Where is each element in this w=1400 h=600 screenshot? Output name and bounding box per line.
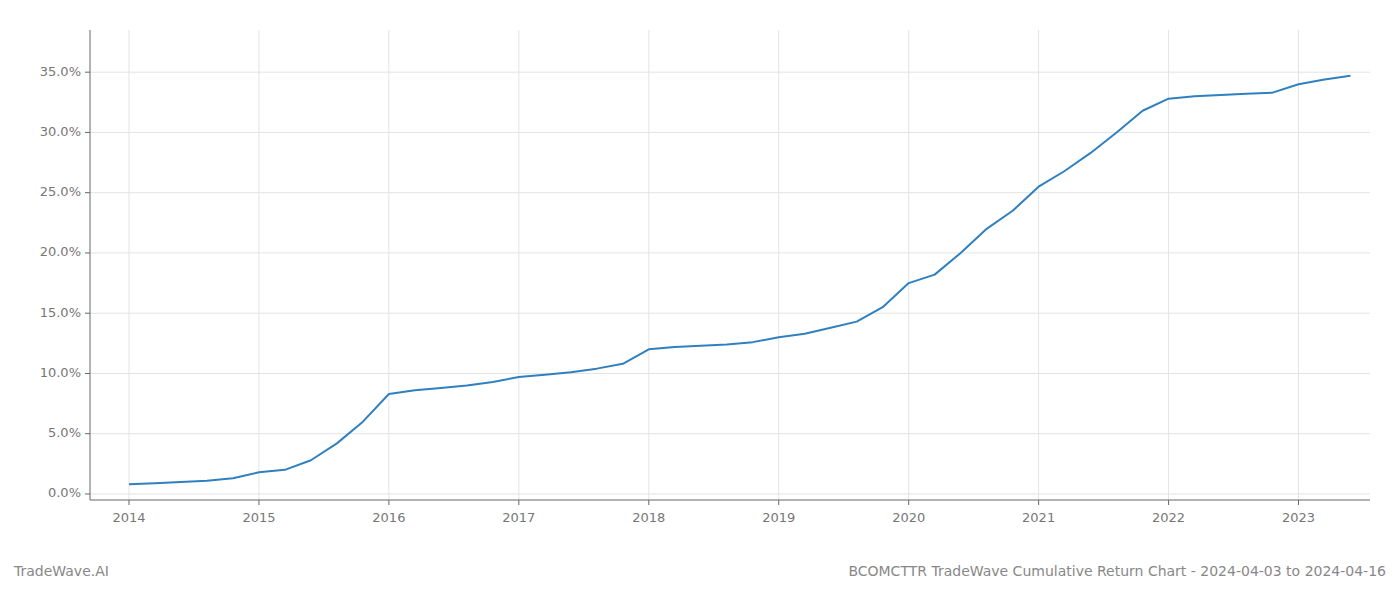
- chart: 0.0% 5.0% 10.0% 15.0% 20.0% 25.0% 30.0% 35.0% 20…: [0, 0, 1400, 600]
- x-grid-line: [778, 30, 779, 500]
- y-grid-line: [90, 72, 1370, 73]
- y-tick-label: 10.0%: [40, 365, 81, 380]
- y-tick-label: 15.0%: [40, 305, 81, 320]
- background: [0, 0, 1400, 600]
- x-tick-label: 2021: [1022, 510, 1055, 525]
- y-tick: [85, 493, 90, 494]
- y-tick-label: 20.0%: [40, 244, 81, 259]
- x-tick: [908, 500, 909, 505]
- y-tick: [85, 192, 90, 193]
- y-tick-label: 25.0%: [40, 184, 81, 199]
- y-tick: [85, 132, 90, 133]
- y-tick: [85, 252, 90, 253]
- y-grid-line: [90, 373, 1370, 374]
- y-tick-label: 5.0%: [48, 425, 81, 440]
- y-grid-line: [90, 493, 1370, 494]
- y-grid-line: [90, 252, 1370, 253]
- y-grid-line: [90, 313, 1370, 314]
- x-tick: [1168, 500, 1169, 505]
- x-tick-label: 2023: [1282, 510, 1315, 525]
- y-tick: [85, 373, 90, 374]
- y-tick: [85, 72, 90, 73]
- x-tick-label: 2014: [112, 510, 145, 525]
- y-axis-line: [90, 30, 91, 500]
- y-tick-label: 0.0%: [48, 485, 81, 500]
- x-tick-label: 2018: [632, 510, 665, 525]
- x-tick-label: 2022: [1152, 510, 1185, 525]
- x-tick-label: 2019: [762, 510, 795, 525]
- y-tick: [85, 433, 90, 434]
- x-grid-line: [1038, 30, 1039, 500]
- x-tick: [1298, 500, 1299, 505]
- x-tick-label: 2020: [892, 510, 925, 525]
- x-tick: [648, 500, 649, 505]
- y-grid-line: [90, 192, 1370, 193]
- footer-text: BCOMCTTR TradeWave Cumulative Return Cha…: [848, 563, 1386, 579]
- x-tick: [258, 500, 259, 505]
- y-grid-line: [90, 433, 1370, 434]
- x-grid-line: [648, 30, 649, 500]
- y-tick-label: 30.0%: [40, 124, 81, 139]
- x-tick: [128, 500, 129, 505]
- x-grid-line: [1168, 30, 1169, 500]
- series-line: [129, 76, 1351, 485]
- x-tick: [778, 500, 779, 505]
- x-tick: [388, 500, 389, 505]
- x-grid-line: [518, 30, 519, 500]
- plot-area: [129, 76, 1351, 485]
- x-grid-line: [1298, 30, 1299, 500]
- x-grid-line: [908, 30, 909, 500]
- x-grid-line: [258, 30, 259, 500]
- y-grid-line: [90, 132, 1370, 133]
- grid: [90, 30, 1370, 500]
- x-tick: [1038, 500, 1039, 505]
- x-tick: [518, 500, 519, 505]
- axes: 0.0% 5.0% 10.0% 15.0% 20.0% 25.0% 30.0% 35.0% 20…: [40, 30, 1370, 525]
- y-tick: [85, 313, 90, 314]
- x-axis-line: [90, 500, 1370, 501]
- x-grid-line: [388, 30, 389, 500]
- x-tick-label: 2017: [502, 510, 535, 525]
- x-tick-label: 2015: [242, 510, 275, 525]
- footer-text: TradeWave.AI: [13, 563, 109, 579]
- x-grid-line: [128, 30, 129, 500]
- y-tick-label: 35.0%: [40, 64, 81, 79]
- x-tick-label: 2016: [372, 510, 405, 525]
